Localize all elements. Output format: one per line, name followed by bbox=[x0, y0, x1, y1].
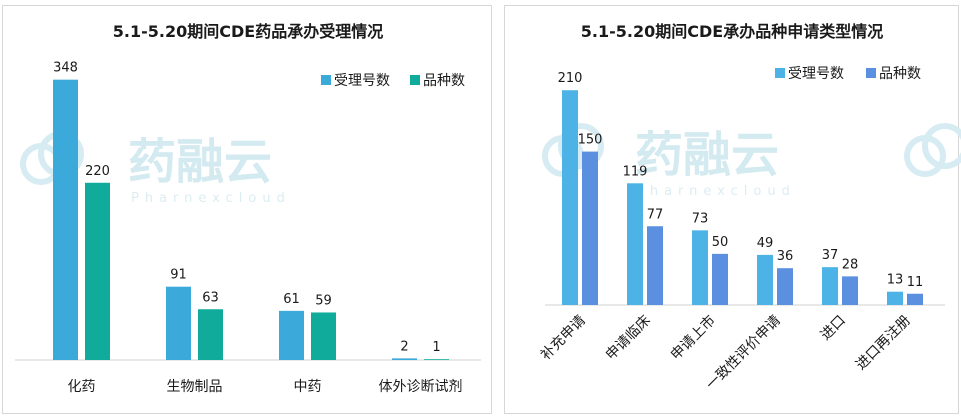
legend-label-1: 受理号数 bbox=[788, 66, 844, 82]
legend-label-2: 品种数 bbox=[879, 66, 921, 82]
bar-2-4 bbox=[424, 359, 449, 360]
bar-2-2 bbox=[198, 309, 223, 360]
bar-2-1 bbox=[85, 182, 110, 360]
watermark: 药融云 Pharnexcloud bbox=[542, 123, 961, 199]
data-label: 1 bbox=[432, 340, 440, 355]
watermark-subtext: Pharnexcloud bbox=[131, 191, 291, 206]
legend-swatch-2 bbox=[410, 75, 420, 85]
watermark-subtext: Pharnexcloud bbox=[636, 184, 796, 199]
watermark-text: 药融云 bbox=[635, 127, 779, 183]
bar-2-3 bbox=[311, 312, 336, 360]
data-label: 220 bbox=[85, 164, 110, 179]
category-label: 生物制品 bbox=[167, 379, 223, 395]
bar-2-5 bbox=[842, 276, 858, 305]
legend-swatch-1 bbox=[321, 75, 331, 85]
category-label: 申请临床 bbox=[603, 313, 654, 364]
legend-swatch-1 bbox=[775, 68, 785, 78]
chart-title: 5.1-5.20期间CDE药品承办受理情况 bbox=[113, 22, 383, 41]
bar-2-1 bbox=[582, 151, 598, 305]
bar-2-4 bbox=[777, 268, 793, 305]
category-label: 进口 bbox=[818, 313, 849, 344]
watermark-cloud-icon-2 bbox=[904, 123, 961, 177]
legend: 受理号数 品种数 bbox=[321, 73, 465, 89]
chart-cde-acceptance: 药融云 Pharnexcloud 5.1-5.20期间CDE药品承办受理情况 受… bbox=[15, 22, 481, 395]
data-label: 61 bbox=[283, 292, 300, 307]
data-label: 49 bbox=[757, 236, 774, 251]
bar-1-3 bbox=[279, 310, 304, 360]
category-label: 体外诊断试剂 bbox=[379, 379, 463, 395]
bars: 348 220 化药 91 63 生物制品 61 59 中药 2 1 体外诊断试剂 bbox=[53, 61, 463, 395]
bar-1-4 bbox=[757, 254, 773, 305]
chart-panel-cde-acceptance: 药融云 Pharnexcloud 5.1-5.20期间CDE药品承办受理情况 受… bbox=[2, 5, 492, 414]
bar-1-1 bbox=[53, 79, 78, 361]
bar-1-5 bbox=[822, 267, 838, 305]
data-label: 11 bbox=[907, 275, 924, 290]
category-label: 进口再注册 bbox=[853, 313, 914, 374]
legend-label-2: 品种数 bbox=[423, 73, 465, 89]
category-label: 中药 bbox=[294, 379, 322, 395]
data-label: 77 bbox=[647, 207, 664, 222]
legend-label-1: 受理号数 bbox=[334, 73, 390, 89]
data-label: 150 bbox=[578, 133, 603, 148]
data-label: 73 bbox=[692, 211, 709, 226]
data-label: 63 bbox=[202, 290, 219, 305]
bar-2-6 bbox=[907, 293, 923, 305]
data-label: 2 bbox=[400, 339, 408, 354]
data-label: 210 bbox=[558, 71, 583, 86]
data-label: 13 bbox=[887, 273, 904, 288]
bar-1-1 bbox=[562, 90, 578, 306]
bar-1-3 bbox=[692, 230, 708, 305]
data-label: 37 bbox=[822, 248, 839, 263]
data-label: 59 bbox=[315, 293, 332, 308]
chart-application-types: 药融云 Pharnexcloud 5.1-5.20期间CDE承办品种申请类型情况… bbox=[538, 22, 961, 393]
chart-panel-application-types: 药融云 Pharnexcloud 5.1-5.20期间CDE承办品种申请类型情况… bbox=[504, 5, 961, 414]
data-label: 28 bbox=[842, 257, 859, 272]
bar-1-4 bbox=[392, 358, 417, 360]
chart-title: 5.1-5.20期间CDE承办品种申请类型情况 bbox=[581, 22, 883, 41]
category-label: 补充申请 bbox=[538, 313, 589, 364]
data-label: 91 bbox=[170, 268, 187, 283]
watermark: 药融云 Pharnexcloud bbox=[20, 131, 291, 206]
bar-2-3 bbox=[712, 253, 728, 305]
legend-swatch-2 bbox=[866, 68, 876, 78]
data-label: 50 bbox=[712, 235, 729, 250]
data-label: 36 bbox=[777, 249, 794, 264]
category-label: 化药 bbox=[68, 379, 96, 395]
bar-2-2 bbox=[647, 226, 663, 305]
data-label: 119 bbox=[623, 164, 648, 179]
legend: 受理号数 品种数 bbox=[775, 66, 921, 82]
data-label: 348 bbox=[53, 61, 78, 76]
bar-1-2 bbox=[166, 286, 191, 360]
bar-1-6 bbox=[887, 291, 903, 305]
watermark-text: 药融云 bbox=[128, 134, 272, 190]
bars: 210150补充申请11977申请临床7350申请上市4936一致性评价申请37… bbox=[538, 71, 923, 393]
bar-1-2 bbox=[627, 183, 643, 305]
category-label: 申请上市 bbox=[667, 312, 719, 364]
